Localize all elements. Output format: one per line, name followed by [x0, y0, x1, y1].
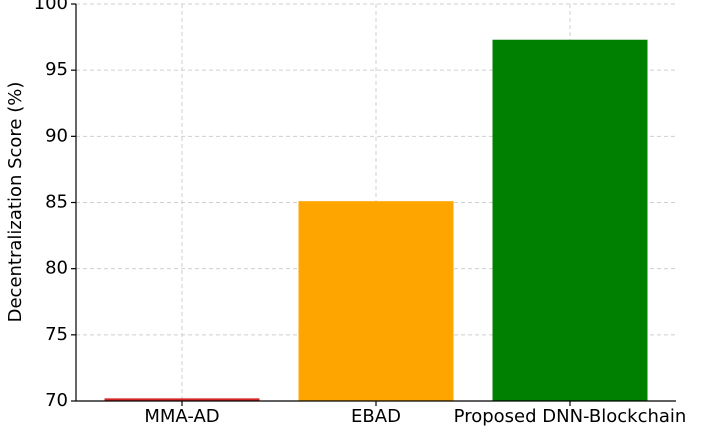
bar	[492, 39, 648, 401]
x-tick-label: Proposed DNN-Blockchain	[454, 406, 687, 427]
y-tick-label: 100	[34, 0, 68, 14]
bar	[104, 398, 260, 401]
bar	[298, 201, 454, 401]
x-tick-label: MMA-AD	[144, 406, 219, 427]
y-tick-label: 90	[45, 125, 68, 146]
y-tick-label: 80	[45, 258, 68, 279]
y-tick-label: 95	[45, 59, 68, 80]
y-tick-label: 75	[45, 324, 68, 345]
y-axis-label: Decentralization Score (%)	[5, 82, 26, 323]
y-tick-label: 85	[45, 192, 68, 213]
x-tick-label: EBAD	[351, 406, 401, 427]
y-tick-label: 70	[45, 390, 68, 411]
